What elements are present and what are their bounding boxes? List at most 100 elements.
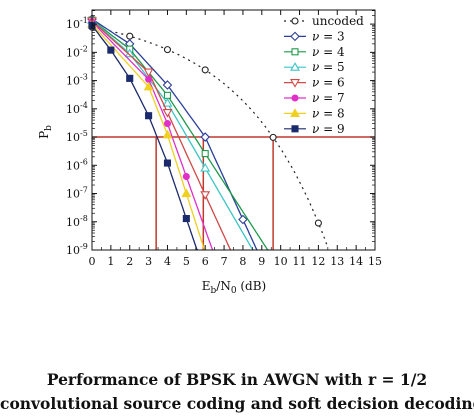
x-tick-label: 1 <box>107 255 114 268</box>
y-tick-exp: -6 <box>80 157 88 166</box>
legend-entry: ν = 9 <box>284 122 345 136</box>
legend-label-value: 9 <box>337 122 345 136</box>
y-tick-base: 10 <box>66 103 80 116</box>
legend-label-value: 8 <box>337 106 345 120</box>
y-tick-exp: -3 <box>80 73 88 82</box>
data-point-marker <box>269 133 277 141</box>
legend-label-value: 6 <box>337 76 345 90</box>
data-point-marker <box>291 17 299 25</box>
data-point-marker <box>291 94 299 102</box>
x-axis-title: Eb/N0 (dB) <box>202 279 267 296</box>
legend-entry: ν = 7 <box>284 91 345 105</box>
legend-label-value: 5 <box>337 60 345 74</box>
data-point-marker <box>126 32 134 40</box>
data-point-marker <box>126 74 134 82</box>
y-tick-base: 10 <box>66 188 80 201</box>
data-point-marker <box>201 66 209 74</box>
series-line <box>91 20 232 251</box>
x-tick-label: 4 <box>164 255 171 268</box>
legend-entry: ν = 8 <box>284 106 345 120</box>
y-tick-base: 10 <box>66 244 80 257</box>
y-tick-exp: -7 <box>80 186 88 195</box>
series-line <box>91 18 258 251</box>
y-tick-base: 10 <box>66 18 80 31</box>
legend-label-prefix: ν = <box>312 76 337 90</box>
y-tick-exp: -9 <box>80 242 88 251</box>
legend-label: ν = 5 <box>312 60 345 74</box>
data-point-marker <box>107 46 115 54</box>
reference-lines <box>92 136 375 250</box>
x-axis-title-sub1: b <box>211 286 217 296</box>
data-point-marker <box>162 97 173 107</box>
legend-label: uncoded <box>312 14 364 28</box>
series-line <box>91 26 329 248</box>
legend-label: ν = 7 <box>312 91 345 105</box>
data-point-marker <box>291 125 299 133</box>
y-tick-base: 10 <box>66 216 80 229</box>
legend-entry: ν = 5 <box>284 60 345 74</box>
legend-label-prefix: ν = <box>312 45 337 59</box>
x-tick-label: 11 <box>293 255 307 268</box>
legend-entry: uncoded <box>284 14 364 28</box>
legend-entry: ν = 4 <box>284 45 345 59</box>
legend-label-prefix: ν = <box>312 122 337 136</box>
data-point-marker <box>200 162 211 172</box>
y-tick-label: 10-2 <box>66 44 88 59</box>
caption-line-1: Performance of BPSK in AWGN with r = 1/2 <box>46 370 428 389</box>
data-point-marker <box>290 108 300 117</box>
x-axis-title-sub2: 0 <box>231 286 237 296</box>
legend-label: ν = 6 <box>312 76 345 90</box>
legend-label-prefix: ν = <box>312 60 337 74</box>
legend-label-value: 3 <box>337 29 345 43</box>
series-line <box>91 21 214 251</box>
y-tick-base: 10 <box>66 75 80 88</box>
tick-layer: 10-110-210-310-410-510-610-710-810-90 1 2 3… <box>66 10 382 268</box>
series-line <box>91 19 269 251</box>
data-point-marker <box>143 68 154 78</box>
data-point-marker <box>290 79 300 88</box>
data-point-marker <box>145 112 153 120</box>
y-axis-title: Pb <box>37 125 54 139</box>
caption-line-2: convolutional source coding and soft dec… <box>0 394 474 413</box>
y-tick-exp: -8 <box>80 214 88 223</box>
legend-label: ν = 8 <box>312 106 345 120</box>
data-point-marker <box>162 108 173 118</box>
y-tick-label: 10-3 <box>66 73 88 88</box>
legend-entry: ν = 6 <box>284 76 345 90</box>
y-tick-base: 10 <box>66 46 80 59</box>
y-tick-exp: -1 <box>80 16 88 25</box>
y-tick-label: 10-7 <box>66 186 88 201</box>
data-point-marker <box>163 159 172 167</box>
x-tick-label: 9 <box>258 255 265 268</box>
x-axis-title-main: E <box>202 279 211 293</box>
data-point-marker <box>163 91 172 99</box>
data-point-marker <box>181 188 192 198</box>
series-layer <box>87 14 329 251</box>
y-tick-label: 10-1 <box>66 16 88 31</box>
legend-label: ν = 3 <box>312 29 345 43</box>
y-axis-title-main: P <box>37 131 51 139</box>
x-tick-label: 3 <box>145 255 152 268</box>
x-tick-label: 5 <box>183 255 190 268</box>
y-tick-label: 10-5 <box>66 129 88 144</box>
legend-label-value: 4 <box>337 45 345 59</box>
y-tick-exp: -2 <box>80 44 88 53</box>
series-line <box>91 23 206 251</box>
legend-label-value: 7 <box>337 91 345 105</box>
x-tick-label: 14 <box>349 255 363 268</box>
data-point-marker <box>145 75 153 83</box>
y-tick-exp: -4 <box>80 101 88 110</box>
data-point-marker <box>314 219 322 227</box>
y-tick-label: 10-8 <box>66 214 88 229</box>
x-axis-title-slash: /N <box>216 279 231 293</box>
legend-label-prefix: ν = <box>312 91 337 105</box>
legend-label: ν = 4 <box>312 45 345 59</box>
data-point-marker <box>238 214 248 225</box>
data-point-marker <box>182 214 190 223</box>
data-point-marker <box>182 172 190 181</box>
y-axis-title-sub: b <box>44 125 54 131</box>
series-ν=6 <box>87 17 232 251</box>
y-tick-base: 10 <box>66 131 80 144</box>
